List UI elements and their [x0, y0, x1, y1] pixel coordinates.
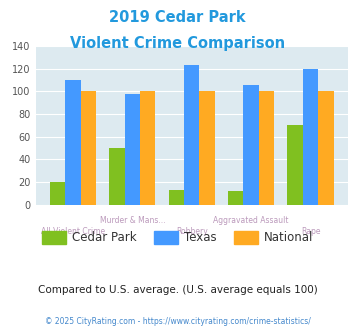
- Text: Rape: Rape: [301, 227, 320, 236]
- Bar: [50, 182, 65, 205]
- Text: Compared to U.S. average. (U.S. average equals 100): Compared to U.S. average. (U.S. average …: [38, 285, 317, 295]
- Bar: [287, 125, 303, 205]
- Bar: [140, 91, 155, 205]
- Bar: [259, 91, 274, 205]
- Bar: [318, 91, 334, 205]
- Text: Robbery: Robbery: [176, 227, 208, 236]
- Text: 2019 Cedar Park: 2019 Cedar Park: [109, 10, 246, 25]
- Text: © 2025 CityRating.com - https://www.cityrating.com/crime-statistics/: © 2025 CityRating.com - https://www.city…: [45, 317, 310, 326]
- Bar: [184, 65, 200, 205]
- Bar: [200, 91, 215, 205]
- Text: Murder & Mans...: Murder & Mans...: [99, 216, 165, 225]
- Bar: [169, 190, 184, 205]
- Bar: [65, 80, 81, 205]
- Bar: [81, 91, 96, 205]
- Text: Violent Crime Comparison: Violent Crime Comparison: [70, 36, 285, 51]
- Text: Aggravated Assault: Aggravated Assault: [213, 216, 289, 225]
- Legend: Cedar Park, Texas, National: Cedar Park, Texas, National: [38, 226, 317, 249]
- Bar: [109, 148, 125, 205]
- Bar: [228, 191, 244, 205]
- Bar: [125, 94, 140, 205]
- Bar: [303, 69, 318, 205]
- Text: All Violent Crime: All Violent Crime: [41, 227, 105, 236]
- Bar: [244, 85, 259, 205]
